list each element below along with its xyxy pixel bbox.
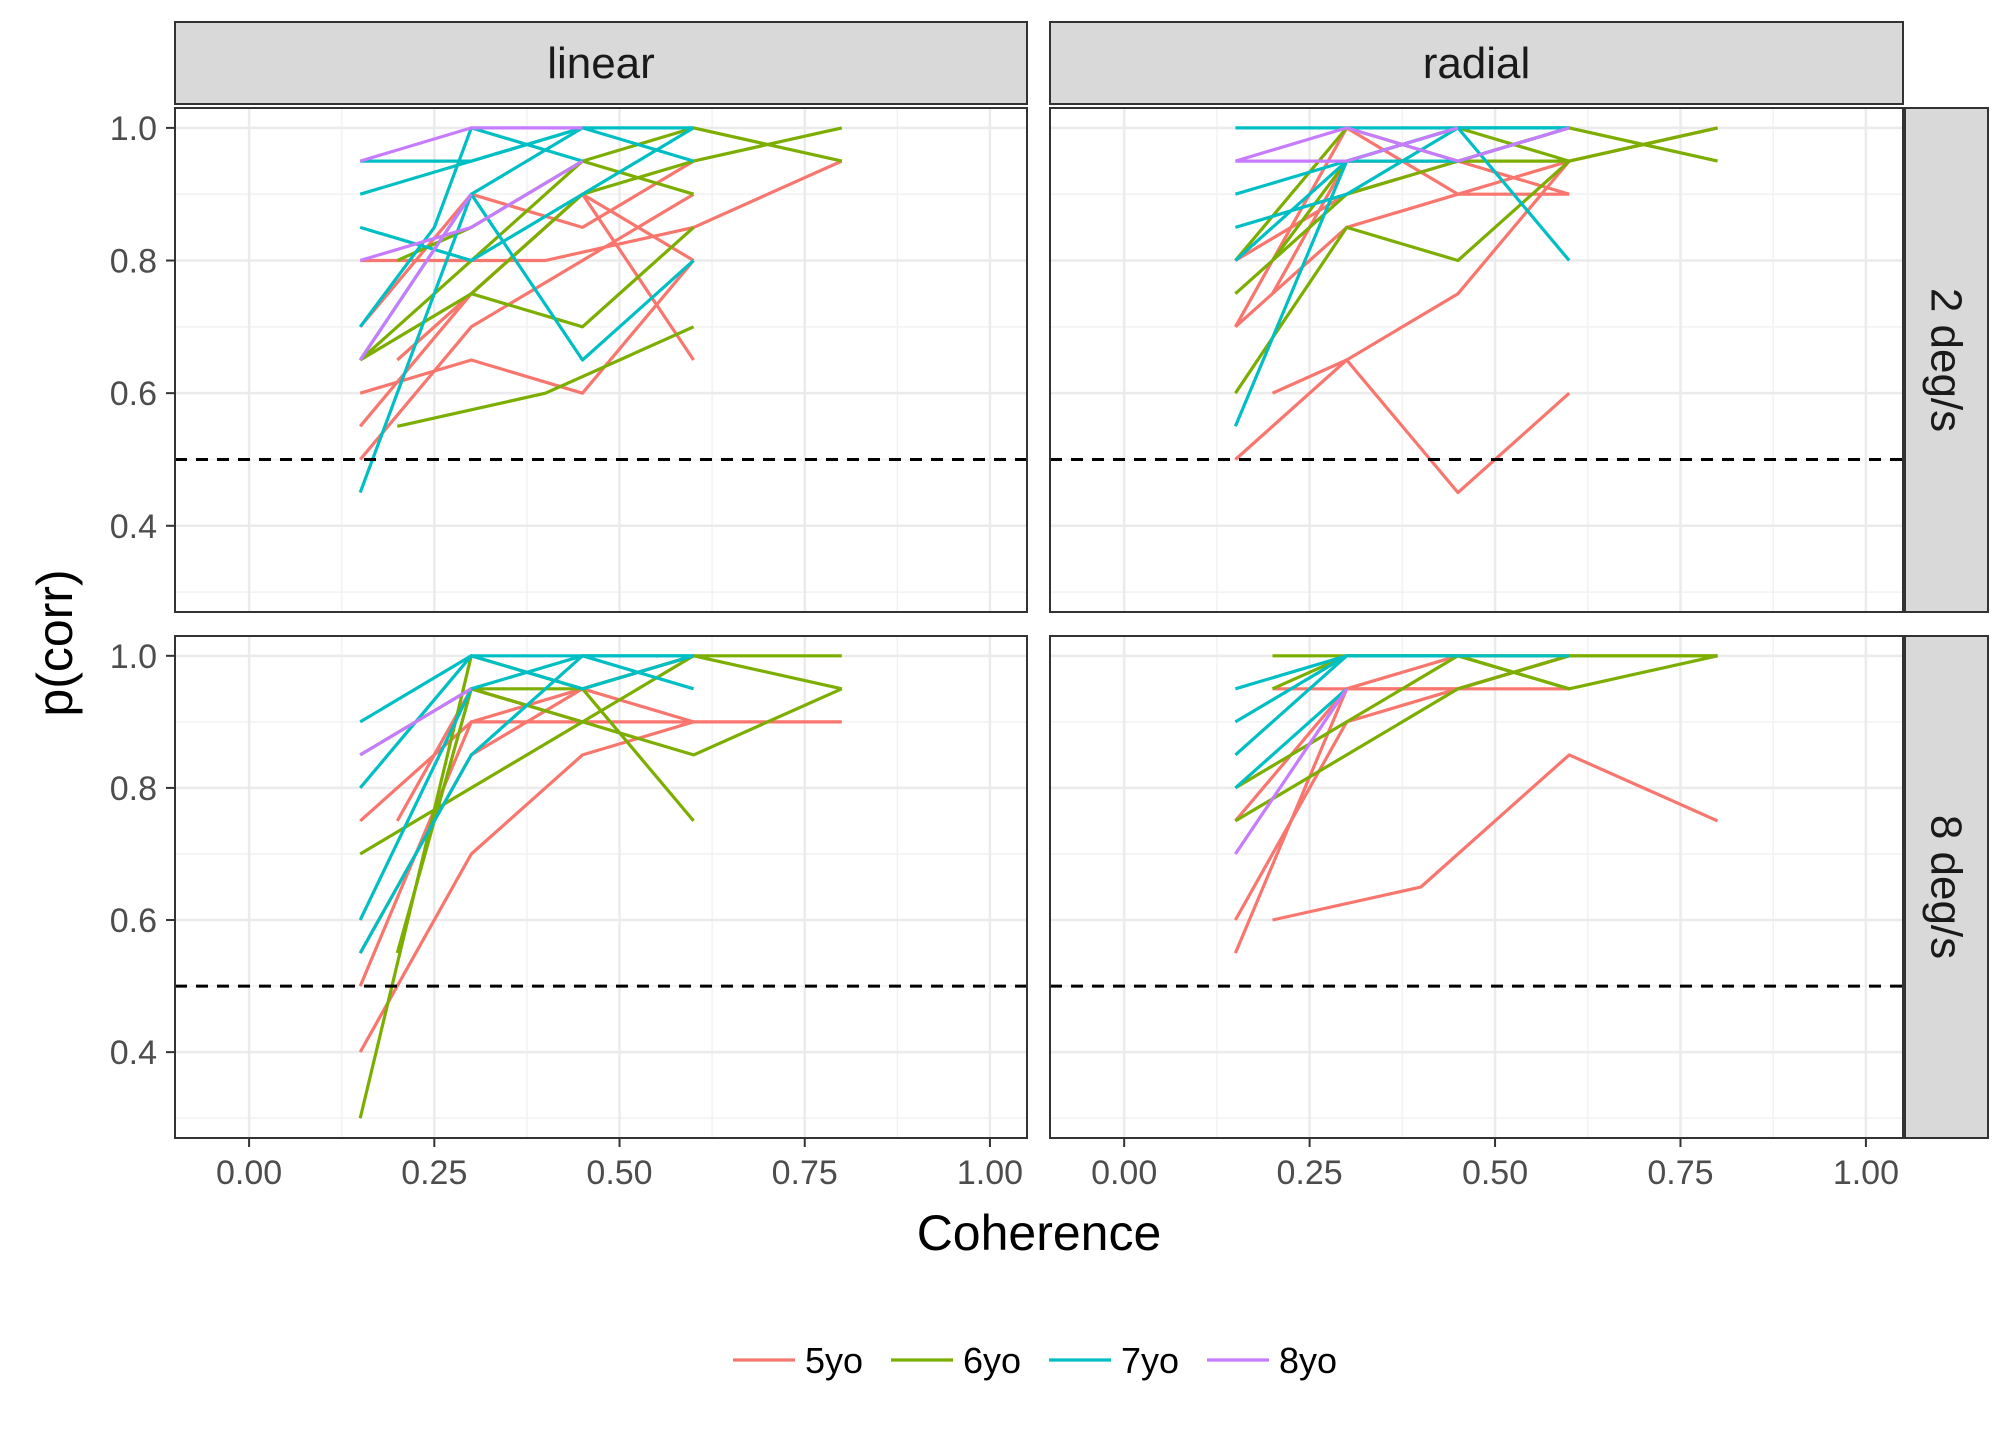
panel-background [1050, 108, 1903, 612]
series-line-8yo [359, 159, 584, 263]
series-line-8yo [358, 193, 473, 361]
series-line-6yo [1234, 159, 1571, 395]
panel-border [174, 107, 1028, 613]
y-tick-label: 1.0 [110, 638, 157, 676]
panel-border [1049, 635, 1904, 1139]
column-strip-linear: linear [174, 21, 1028, 105]
series-line-5yo [358, 720, 842, 1053]
series-line-8yo [1234, 126, 1570, 163]
y-tick-label: 1.0 [110, 110, 157, 148]
series-line-5yo [360, 159, 843, 263]
facet-panel-radial-8-deg-s [1049, 635, 1904, 1139]
legend-label: 6yo [963, 1340, 1021, 1381]
column-strip-radial: radial [1049, 21, 1904, 105]
x-axis-title: Coherence [917, 1205, 1162, 1261]
x-tick-label: 0.25 [1277, 1154, 1343, 1192]
panel-border [1049, 107, 1904, 613]
legend-label: 8yo [1279, 1340, 1337, 1381]
strip-background [1904, 635, 1989, 1139]
y-tick-label: 0.4 [110, 508, 157, 546]
series-line-5yo [1272, 753, 1719, 922]
facet-panel-linear-8-deg-s [174, 635, 1028, 1139]
series-line-7yo [1234, 687, 1348, 790]
x-tick-label: 0.25 [401, 1154, 467, 1192]
series-line-8yo [359, 687, 473, 757]
series-line-7yo [1234, 654, 1348, 757]
panel-background [1050, 636, 1903, 1138]
legend-item-8yo: 8yo [1207, 1340, 1337, 1381]
facet-strips-layer: linear radial 2 deg/s 8 deg/s [174, 21, 1989, 1139]
legend-label: 5yo [805, 1340, 863, 1381]
series-line-7yo [358, 126, 583, 328]
column-strip-label: linear [547, 39, 655, 88]
facet-panel-radial-2-deg-s [1049, 107, 1904, 613]
series-line-6yo [396, 325, 695, 428]
strip-background [174, 21, 1028, 105]
strip-background [1049, 21, 1904, 105]
row-strip-2-deg-s: 2 deg/s [1904, 107, 1989, 613]
legend: 5yo 6yo 7yo 8yo [733, 1340, 1337, 1381]
series-line-7yo [358, 192, 695, 494]
legend-item-5yo: 5yo [733, 1340, 863, 1381]
legend-item-7yo: 7yo [1049, 1340, 1179, 1381]
series-line-6yo [470, 126, 843, 295]
y-tick-label: 0.6 [110, 902, 157, 940]
series-line-5yo [1234, 358, 1571, 495]
axes-layer: 0.4 0.6 0.8 1.0 0.4 0.6 0.8 1.0 0.00 0.25 0.50 0.75… [110, 110, 1899, 1192]
y-tick-label: 0.8 [110, 770, 157, 808]
panel-data [358, 126, 843, 494]
x-tick-label: 0.75 [772, 1154, 838, 1192]
x-tick-label: 1.00 [1833, 1154, 1899, 1192]
x-tick-label: 0.00 [216, 1154, 282, 1192]
legend-item-6yo: 6yo [891, 1340, 1021, 1381]
row-strip-label: 8 deg/s [1922, 815, 1971, 959]
panels-layer [174, 107, 1904, 1139]
series-line-8yo [359, 126, 583, 163]
series-line-8yo [1234, 687, 1349, 855]
panel-border [174, 635, 1028, 1139]
column-strip-label: radial [1423, 39, 1531, 88]
series-line-5yo [1271, 160, 1571, 395]
x-tick-label: 0.75 [1647, 1154, 1713, 1192]
series-line-6yo [359, 226, 695, 362]
panel-data [1233, 654, 1719, 954]
x-tick-label: 0.50 [586, 1154, 652, 1192]
panel-data [358, 654, 843, 1119]
series-line-7yo [358, 654, 694, 954]
legend-label: 7yo [1121, 1340, 1179, 1381]
series-line-5yo [359, 259, 695, 395]
facet-panel-linear-2-deg-s [174, 107, 1028, 613]
y-axis-title: p(corr) [27, 569, 83, 716]
series-line-8yo [1235, 126, 1459, 163]
y-tick-label: 0.8 [110, 243, 157, 281]
x-tick-label: 0.00 [1091, 1154, 1157, 1192]
strip-background [1904, 107, 1989, 613]
y-tick-label: 0.6 [110, 375, 157, 413]
y-tick-label: 0.4 [110, 1034, 157, 1072]
series-line-6yo [395, 687, 843, 954]
row-strip-label: 2 deg/s [1922, 288, 1971, 432]
x-tick-label: 1.00 [957, 1154, 1023, 1192]
panel-background [175, 108, 1027, 612]
x-tick-label: 0.50 [1462, 1154, 1528, 1192]
panel-background [175, 636, 1027, 1138]
row-strip-8-deg-s: 8 deg/s [1904, 635, 1989, 1139]
panel-data [1233, 126, 1718, 495]
